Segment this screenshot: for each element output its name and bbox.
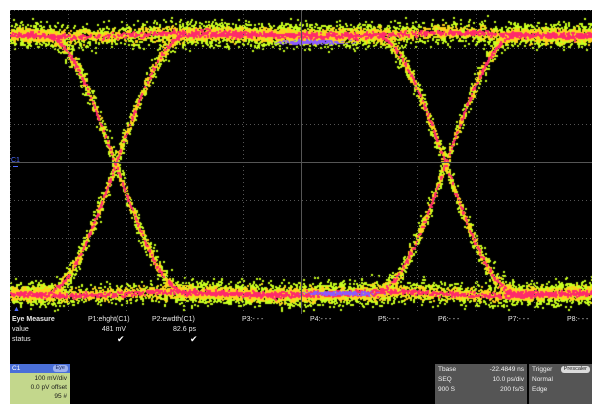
timebase-mode: SEQ bbox=[438, 376, 452, 383]
timebase-delay: -22.4849 ns bbox=[489, 366, 524, 373]
param-p4-name[interactable]: P4:- - - bbox=[310, 316, 332, 323]
channel-descriptor-header: C1 Eye bbox=[10, 364, 70, 373]
measure-value-row: value 481 mV 82.6 ps bbox=[10, 326, 592, 336]
timebase-sample-rate: 200 fs/S bbox=[500, 386, 524, 393]
trigger-position-marker: ▲ bbox=[13, 306, 20, 313]
value-row-label: value bbox=[12, 326, 29, 333]
measure-status-row: status ✔ ✔ bbox=[10, 334, 592, 346]
param-p2-value: 82.6 ps bbox=[173, 326, 196, 333]
trigger-label: Trigger bbox=[532, 366, 553, 373]
channel-sweeps: 95 # bbox=[54, 393, 67, 400]
trigger-descriptor[interactable]: Trigger Prescaler Normal Edge bbox=[529, 364, 592, 404]
channel-name: C1 bbox=[12, 365, 21, 372]
oscilloscope-window: C1 ▲ Eye Measure P1:ehght(C1) P2:ewdth(C… bbox=[10, 10, 592, 404]
trigger-mode: Normal bbox=[532, 376, 553, 383]
param-p7-name[interactable]: P7:- - - bbox=[508, 316, 530, 323]
param-p1-status-check-icon: ✔ bbox=[117, 334, 125, 344]
graticule bbox=[10, 10, 592, 314]
measure-title[interactable]: Eye Measure bbox=[12, 316, 55, 323]
channel-descriptor-c1[interactable]: C1 Eye 100 mV/div 0.0 pV offset 95 # bbox=[10, 364, 70, 404]
timebase-points: 900 S bbox=[438, 386, 455, 393]
trigger-prescaler-badge: Prescaler bbox=[560, 366, 590, 373]
param-p3-name[interactable]: P3:- - - bbox=[242, 316, 264, 323]
channel-eye-badge: Eye bbox=[52, 365, 68, 372]
trigger-type: Edge bbox=[532, 386, 548, 393]
channel-level-marker[interactable] bbox=[13, 166, 18, 167]
timebase-scale: 10.0 ps/div bbox=[492, 376, 524, 383]
channel-vertical-scale: 100 mV/div bbox=[34, 375, 67, 382]
param-p8-name[interactable]: P8:- - - bbox=[567, 316, 589, 323]
channel-offset: 0.0 pV offset bbox=[30, 384, 67, 391]
param-p2-name[interactable]: P2:ewdth(C1) bbox=[152, 316, 195, 323]
status-row-label: status bbox=[12, 336, 31, 343]
eye-measure-panel: Eye Measure P1:ehght(C1) P2:ewdth(C1) P3… bbox=[10, 314, 592, 364]
timebase-descriptor[interactable]: Tbase -22.4849 ns SEQ 10.0 ps/div 900 S … bbox=[435, 364, 527, 404]
measure-header-row: Eye Measure P1:ehght(C1) P2:ewdth(C1) P3… bbox=[10, 316, 592, 326]
param-p2-status-check-icon: ✔ bbox=[190, 334, 198, 344]
param-p1-value: 481 mV bbox=[101, 326, 126, 333]
channel-marker[interactable]: C1 bbox=[11, 157, 20, 164]
param-p1-name[interactable]: P1:ehght(C1) bbox=[88, 316, 130, 323]
param-p6-name[interactable]: P6:- - - bbox=[438, 316, 460, 323]
timebase-label: Tbase bbox=[438, 366, 457, 373]
param-p5-name[interactable]: P5:- - - bbox=[378, 316, 400, 323]
eye-diagram-display[interactable]: C1 ▲ bbox=[10, 10, 592, 314]
